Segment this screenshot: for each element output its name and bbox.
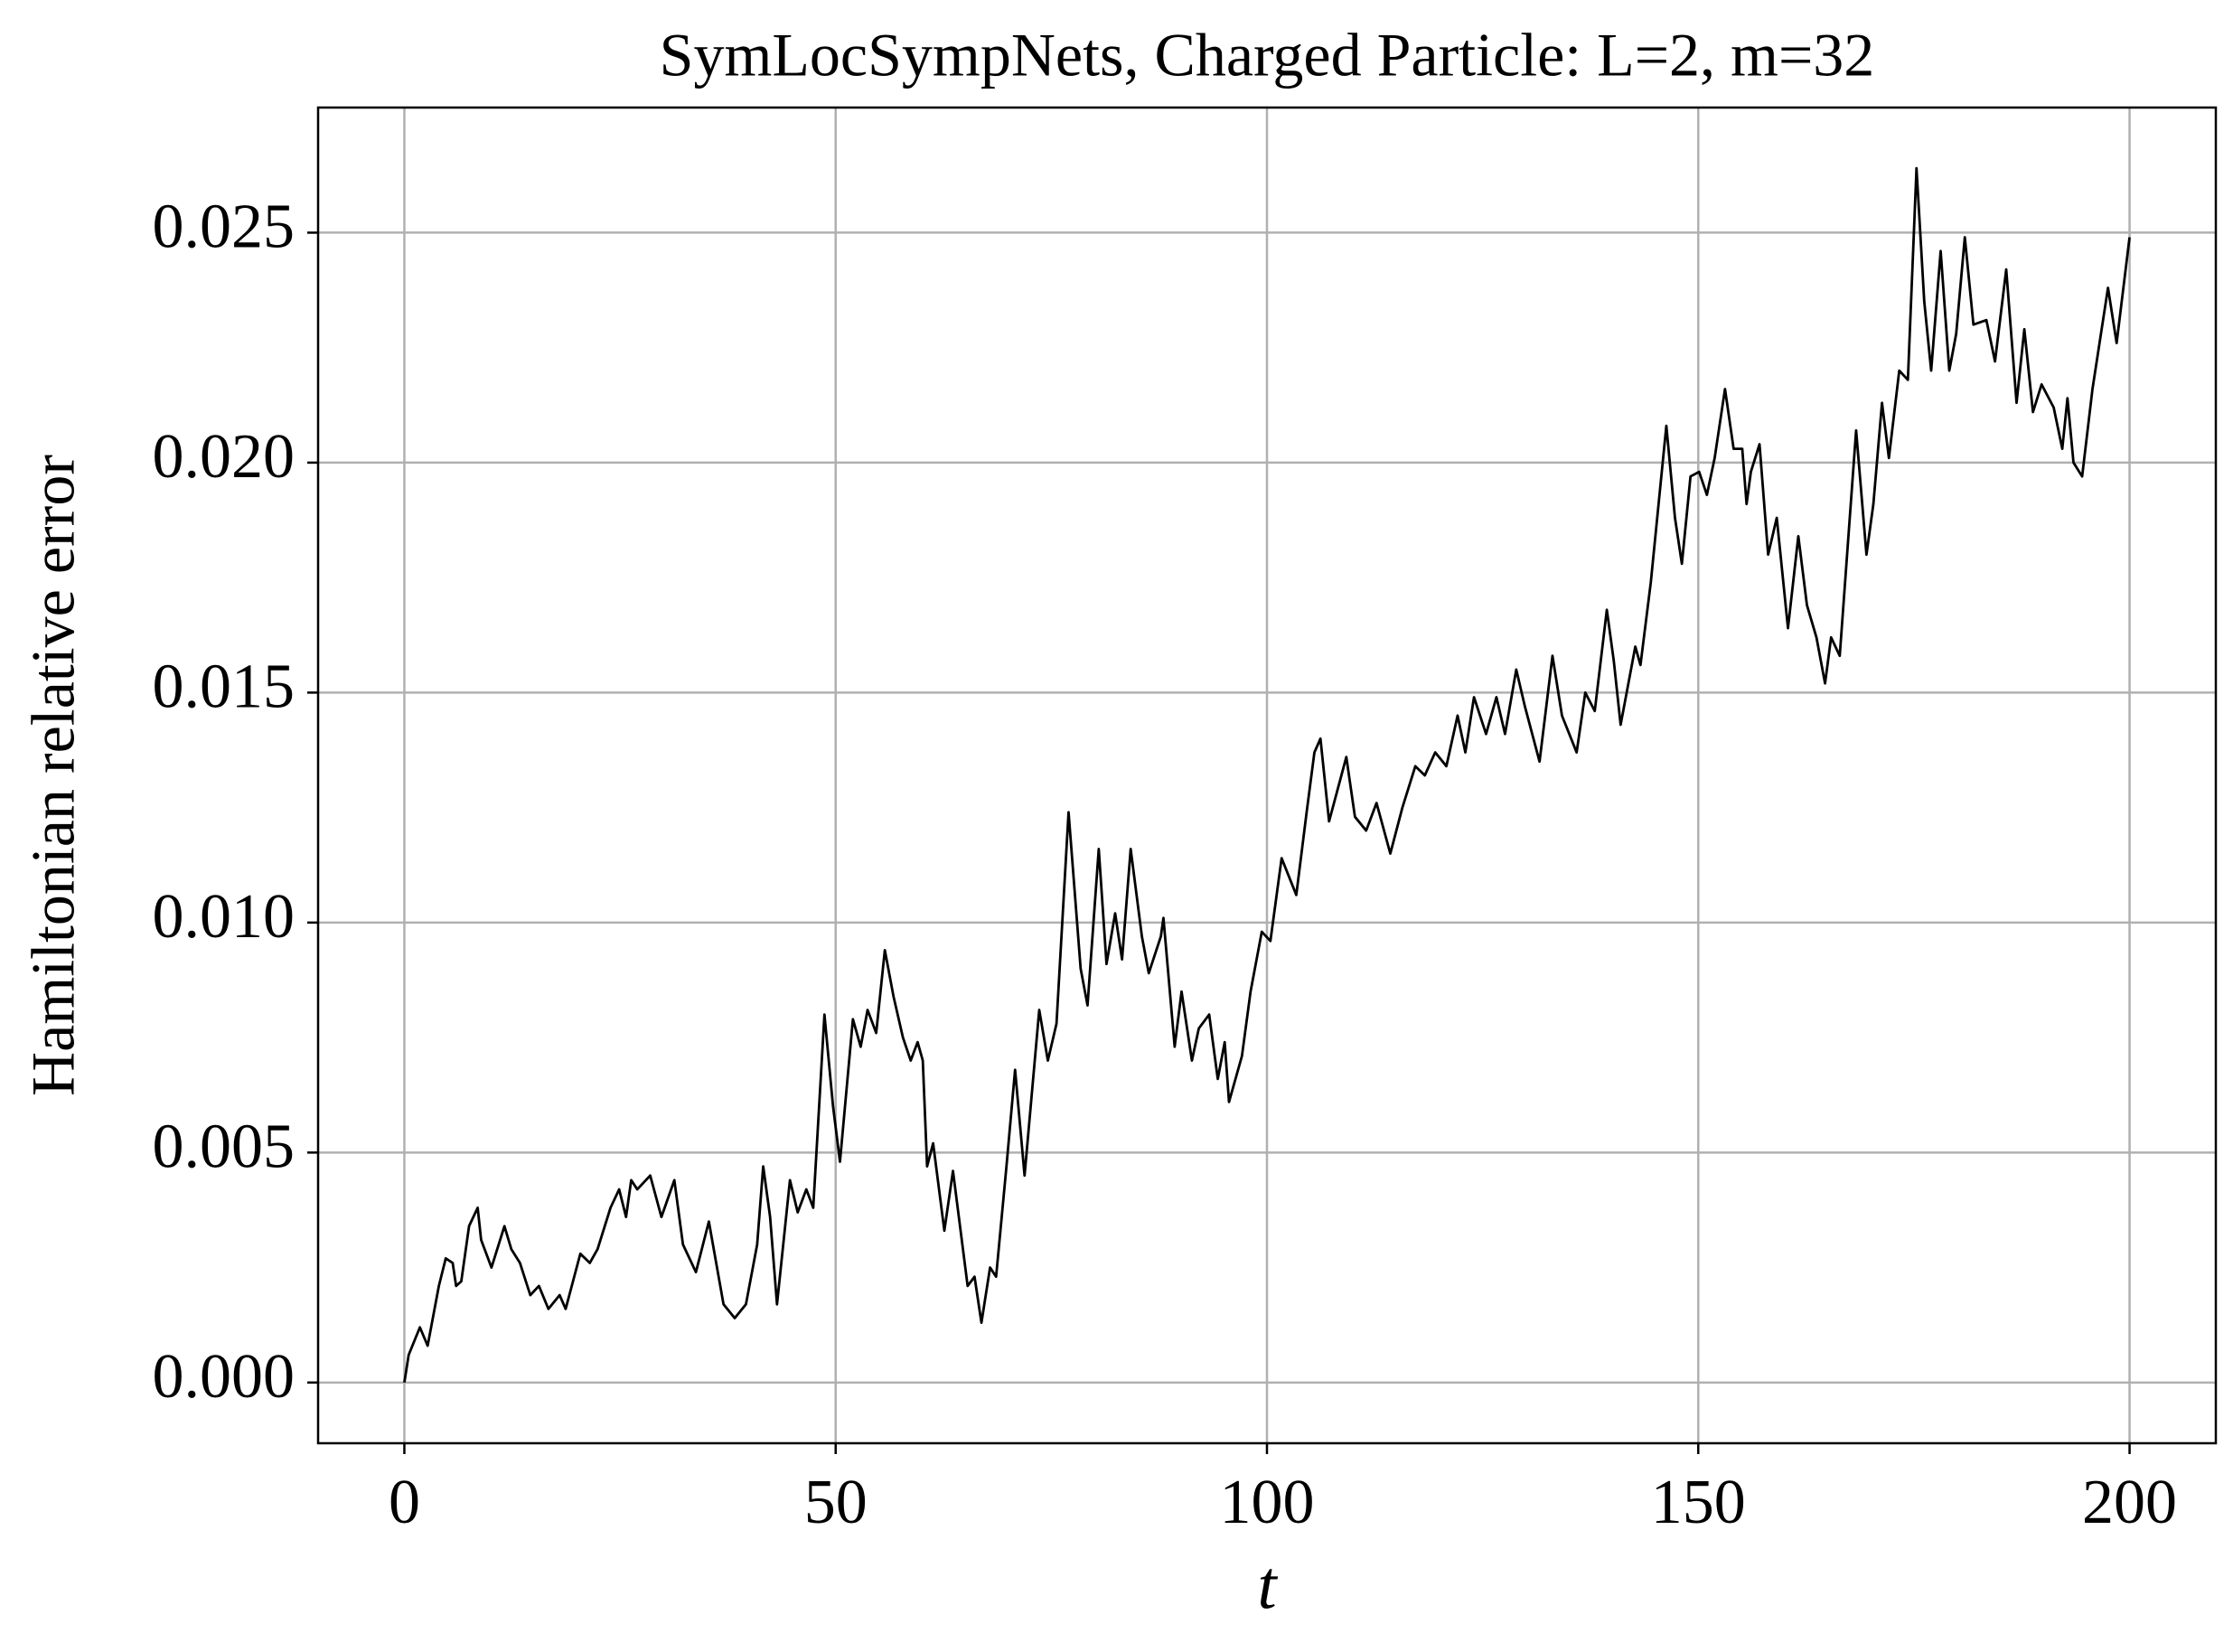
x-tick-label: 0	[389, 1468, 420, 1537]
plot-frame	[316, 106, 2218, 1445]
data-line	[403, 166, 2131, 1384]
y-tick-label: 0.000	[153, 1342, 296, 1412]
y-tick-label: 0.025	[153, 192, 296, 261]
y-tick-label: 0.010	[153, 882, 296, 952]
y-tick-label: 0.020	[153, 422, 296, 492]
x-tick-label: 100	[1220, 1468, 1315, 1537]
x-tick-label: 150	[1651, 1468, 1746, 1537]
x-tick-label: 50	[804, 1468, 868, 1537]
y-tick-label: 0.005	[153, 1112, 296, 1181]
y-axis-label: Hamiltonian relative error	[19, 455, 88, 1096]
y-tick-label: 0.015	[153, 652, 296, 721]
x-tick-label: 200	[2082, 1468, 2177, 1537]
x-axis-label: t	[1257, 1547, 1278, 1623]
chart-title: SymLocSympNets, Charged Particle: L=2, m…	[660, 21, 1875, 89]
